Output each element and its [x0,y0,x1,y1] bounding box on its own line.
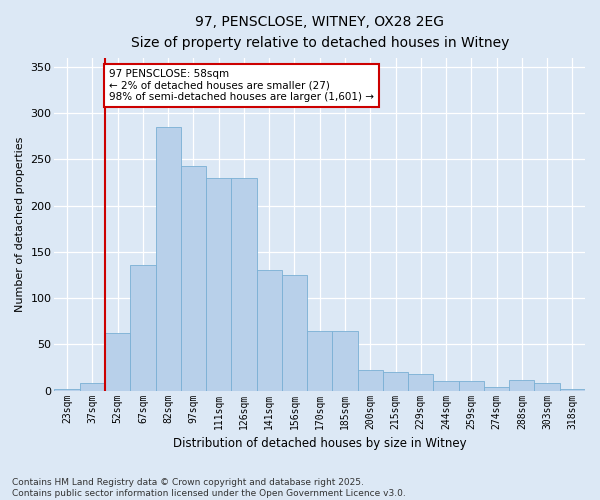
Title: 97, PENSCLOSE, WITNEY, OX28 2EG
Size of property relative to detached houses in : 97, PENSCLOSE, WITNEY, OX28 2EG Size of … [131,15,509,50]
Bar [105,334,130,390]
Bar [206,178,232,390]
X-axis label: Distribution of detached houses by size in Witney: Distribution of detached houses by size … [173,437,467,450]
Bar [130,265,155,390]
Bar [155,127,181,390]
Bar [484,387,509,390]
Bar [358,370,383,390]
Y-axis label: Number of detached properties: Number of detached properties [15,136,25,312]
Bar [535,383,560,390]
Bar [509,380,535,390]
Text: 97 PENSCLOSE: 58sqm
← 2% of detached houses are smaller (27)
98% of semi-detache: 97 PENSCLOSE: 58sqm ← 2% of detached hou… [109,69,374,102]
Bar [458,382,484,390]
Bar [80,383,105,390]
Bar [232,178,257,390]
Bar [408,374,433,390]
Bar [383,372,408,390]
Bar [332,330,358,390]
Bar [181,166,206,390]
Bar [307,330,332,390]
Bar [257,270,282,390]
Bar [55,389,80,390]
Bar [433,382,458,390]
Bar [560,389,585,390]
Bar [282,275,307,390]
Text: Contains HM Land Registry data © Crown copyright and database right 2025.
Contai: Contains HM Land Registry data © Crown c… [12,478,406,498]
